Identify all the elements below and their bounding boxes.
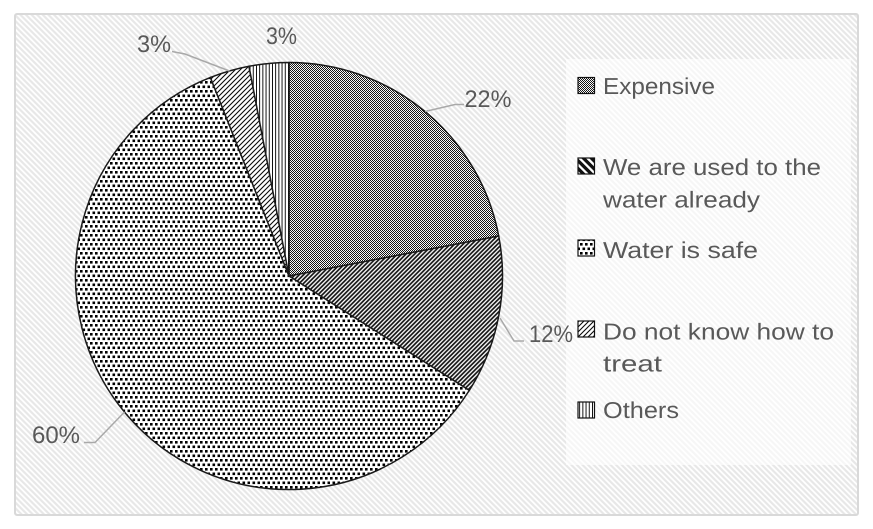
svg-text:Expensive: Expensive xyxy=(603,73,715,99)
svg-text:60%: 60% xyxy=(32,422,80,449)
svg-text:treat: treat xyxy=(603,351,663,377)
svg-text:Others: Others xyxy=(603,397,679,423)
svg-text:3%: 3% xyxy=(137,31,171,58)
svg-text:12%: 12% xyxy=(529,321,573,348)
svg-text:water already: water already xyxy=(602,187,761,213)
svg-text:Do not know how to: Do not know how to xyxy=(603,319,834,345)
svg-text:We are used to the: We are used to the xyxy=(603,154,821,180)
svg-text:3%: 3% xyxy=(266,23,297,50)
svg-text:22%: 22% xyxy=(465,86,512,113)
svg-text:Water is safe: Water is safe xyxy=(603,237,758,263)
